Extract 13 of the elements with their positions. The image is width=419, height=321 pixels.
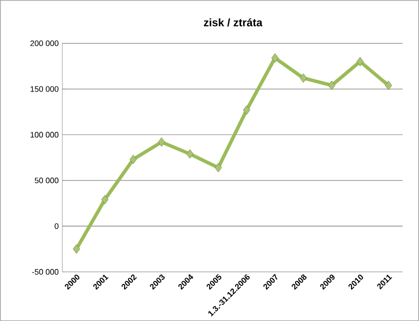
chart-title: zisk / ztráta (204, 18, 262, 26)
point (300, 73, 307, 83)
point (243, 105, 250, 115)
point (72, 244, 80, 254)
point (328, 80, 336, 90)
point (101, 194, 108, 204)
point (186, 149, 194, 159)
point (356, 56, 364, 66)
point (271, 53, 279, 63)
point (214, 162, 222, 172)
point (130, 154, 137, 164)
point (158, 137, 166, 147)
point (384, 80, 392, 90)
